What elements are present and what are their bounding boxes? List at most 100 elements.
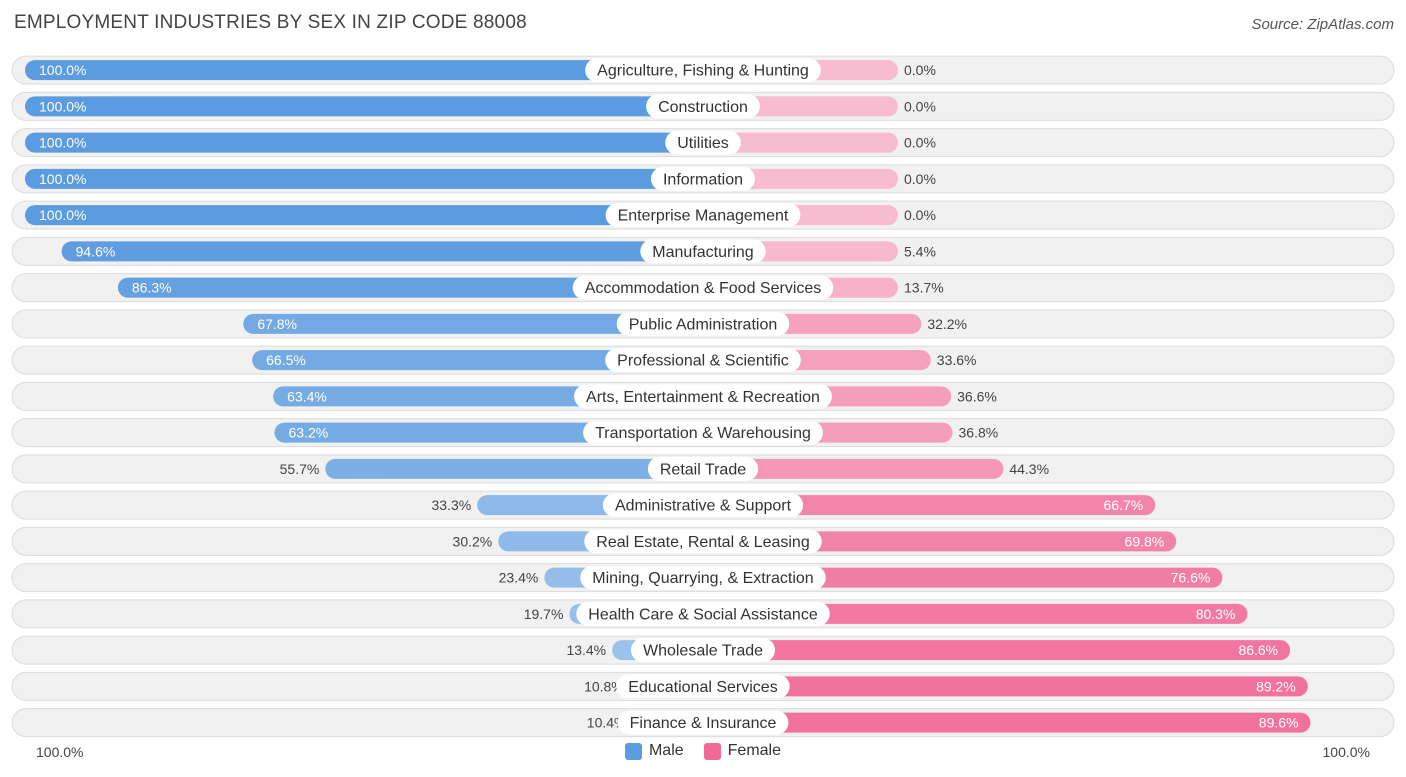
category-label: Agriculture, Fishing & Hunting [597, 63, 809, 80]
bar-female [703, 495, 1156, 516]
value-label-female: 0.0% [904, 98, 936, 114]
bar-male [25, 205, 703, 226]
category-label-background [647, 456, 759, 481]
category-label: Health Care & Social Assistance [588, 606, 818, 623]
chart-title: EMPLOYMENT INDUSTRIES BY SEX IN ZIP CODE… [14, 12, 527, 33]
category-label: Mining, Quarrying, & Extraction [592, 570, 813, 587]
bar-female [703, 712, 1311, 733]
value-label-female: 76.6% [1171, 570, 1211, 586]
value-label-female: 69.8% [1125, 533, 1165, 549]
legend-item-male: Male [624, 742, 684, 760]
value-label-male: 67.8% [257, 316, 297, 332]
bar-female [703, 567, 1223, 588]
category-label-background [585, 58, 821, 83]
category-label: Finance & Insurance [630, 715, 777, 732]
value-label-female: 0.0% [904, 171, 936, 187]
category-label-background [617, 710, 789, 735]
value-label-male: 13.4% [566, 642, 606, 658]
legend-swatch-male [624, 742, 642, 760]
category-label: Wholesale Trade [643, 643, 763, 660]
category-label: Arts, Entertainment & Recreation [586, 389, 820, 406]
value-label-male: 63.2% [289, 425, 329, 441]
value-label-male: 100.0% [39, 62, 86, 78]
bar-chart: 100.0% 0.0% Agriculture, Fishing & Hunting… [11, 55, 1395, 738]
chart-source: Source: ZipAtlas.com [1251, 16, 1394, 33]
category-label: Accommodation & Food Services [585, 280, 822, 297]
bar-female [703, 458, 1004, 479]
category-label-background [574, 384, 832, 409]
value-label-female: 89.6% [1259, 715, 1299, 731]
bar-female [703, 640, 1291, 661]
value-label-male: 33.3% [432, 497, 472, 513]
category-label-background [583, 420, 823, 445]
value-label-male: 100.0% [39, 98, 86, 114]
value-label-male: 86.3% [132, 280, 172, 296]
category-label-background [605, 348, 801, 373]
value-label-female: 36.8% [959, 425, 999, 441]
value-label-female: 44.3% [1009, 461, 1049, 477]
category-label-background [605, 203, 801, 228]
value-label-female: 0.0% [904, 135, 936, 151]
bar-male [61, 241, 703, 262]
category-label: Transportation & Warehousing [595, 425, 811, 442]
bar-male [25, 96, 703, 117]
bar-male [243, 313, 704, 334]
category-label-background [572, 275, 834, 300]
value-label-female: 86.6% [1238, 642, 1278, 658]
category-label-background [646, 94, 760, 119]
category-label-background [630, 638, 776, 663]
bar-female [703, 531, 1177, 552]
value-label-female: 36.6% [957, 388, 997, 404]
legend-label-female: Female [727, 742, 782, 759]
legend-label-male: Male [648, 742, 684, 759]
value-label-female: 33.6% [937, 352, 977, 368]
value-label-female: 13.7% [904, 280, 944, 296]
bar-female [703, 132, 898, 153]
value-label-male: 23.4% [499, 570, 539, 586]
category-label: Educational Services [628, 679, 777, 696]
bar-male [252, 350, 703, 371]
value-label-male: 30.2% [453, 533, 493, 549]
category-label-background [616, 674, 790, 699]
bar-female [703, 603, 1248, 624]
category-label: Manufacturing [652, 244, 753, 261]
legend-item-female: Female [703, 742, 782, 760]
category-label-background [602, 493, 804, 518]
legend-swatch-female [703, 742, 721, 760]
category-label: Information [663, 171, 743, 188]
value-label-female: 32.2% [927, 316, 967, 332]
category-label-background [640, 239, 766, 264]
value-label-female: 89.2% [1256, 678, 1296, 694]
value-label-female: 80.3% [1196, 606, 1236, 622]
value-label-male: 100.0% [39, 135, 86, 151]
category-label-background [576, 601, 830, 626]
value-label-female: 0.0% [904, 207, 936, 223]
category-label: Enterprise Management [618, 208, 789, 225]
legend: Male Female [0, 742, 1406, 760]
value-label-male: 55.7% [280, 461, 320, 477]
value-label-male: 10.4% [587, 715, 627, 731]
category-label: Retail Trade [660, 461, 746, 478]
axis-right-label: 100.0% [1322, 744, 1370, 760]
value-label-female: 0.0% [904, 62, 936, 78]
bar-male [25, 60, 703, 81]
category-label-background [665, 130, 741, 155]
axis-left-label: 100.0% [36, 744, 84, 760]
category-label: Administrative & Support [615, 498, 792, 515]
value-label-male: 100.0% [39, 171, 86, 187]
bar-male [325, 458, 703, 479]
bar-male [25, 132, 703, 153]
bar-female [703, 676, 1308, 697]
value-label-male: 63.4% [287, 388, 327, 404]
category-label-background [580, 565, 826, 590]
category-label-background [650, 166, 756, 191]
value-label-female: 5.4% [904, 243, 936, 259]
category-label-background [616, 311, 790, 336]
bar-male [25, 168, 703, 189]
value-label-male: 10.8% [584, 678, 624, 694]
category-label: Real Estate, Rental & Leasing [596, 534, 809, 551]
value-label-male: 66.5% [266, 352, 306, 368]
category-label: Professional & Scientific [617, 353, 789, 370]
value-label-male: 19.7% [524, 606, 564, 622]
bar-male [117, 277, 704, 298]
